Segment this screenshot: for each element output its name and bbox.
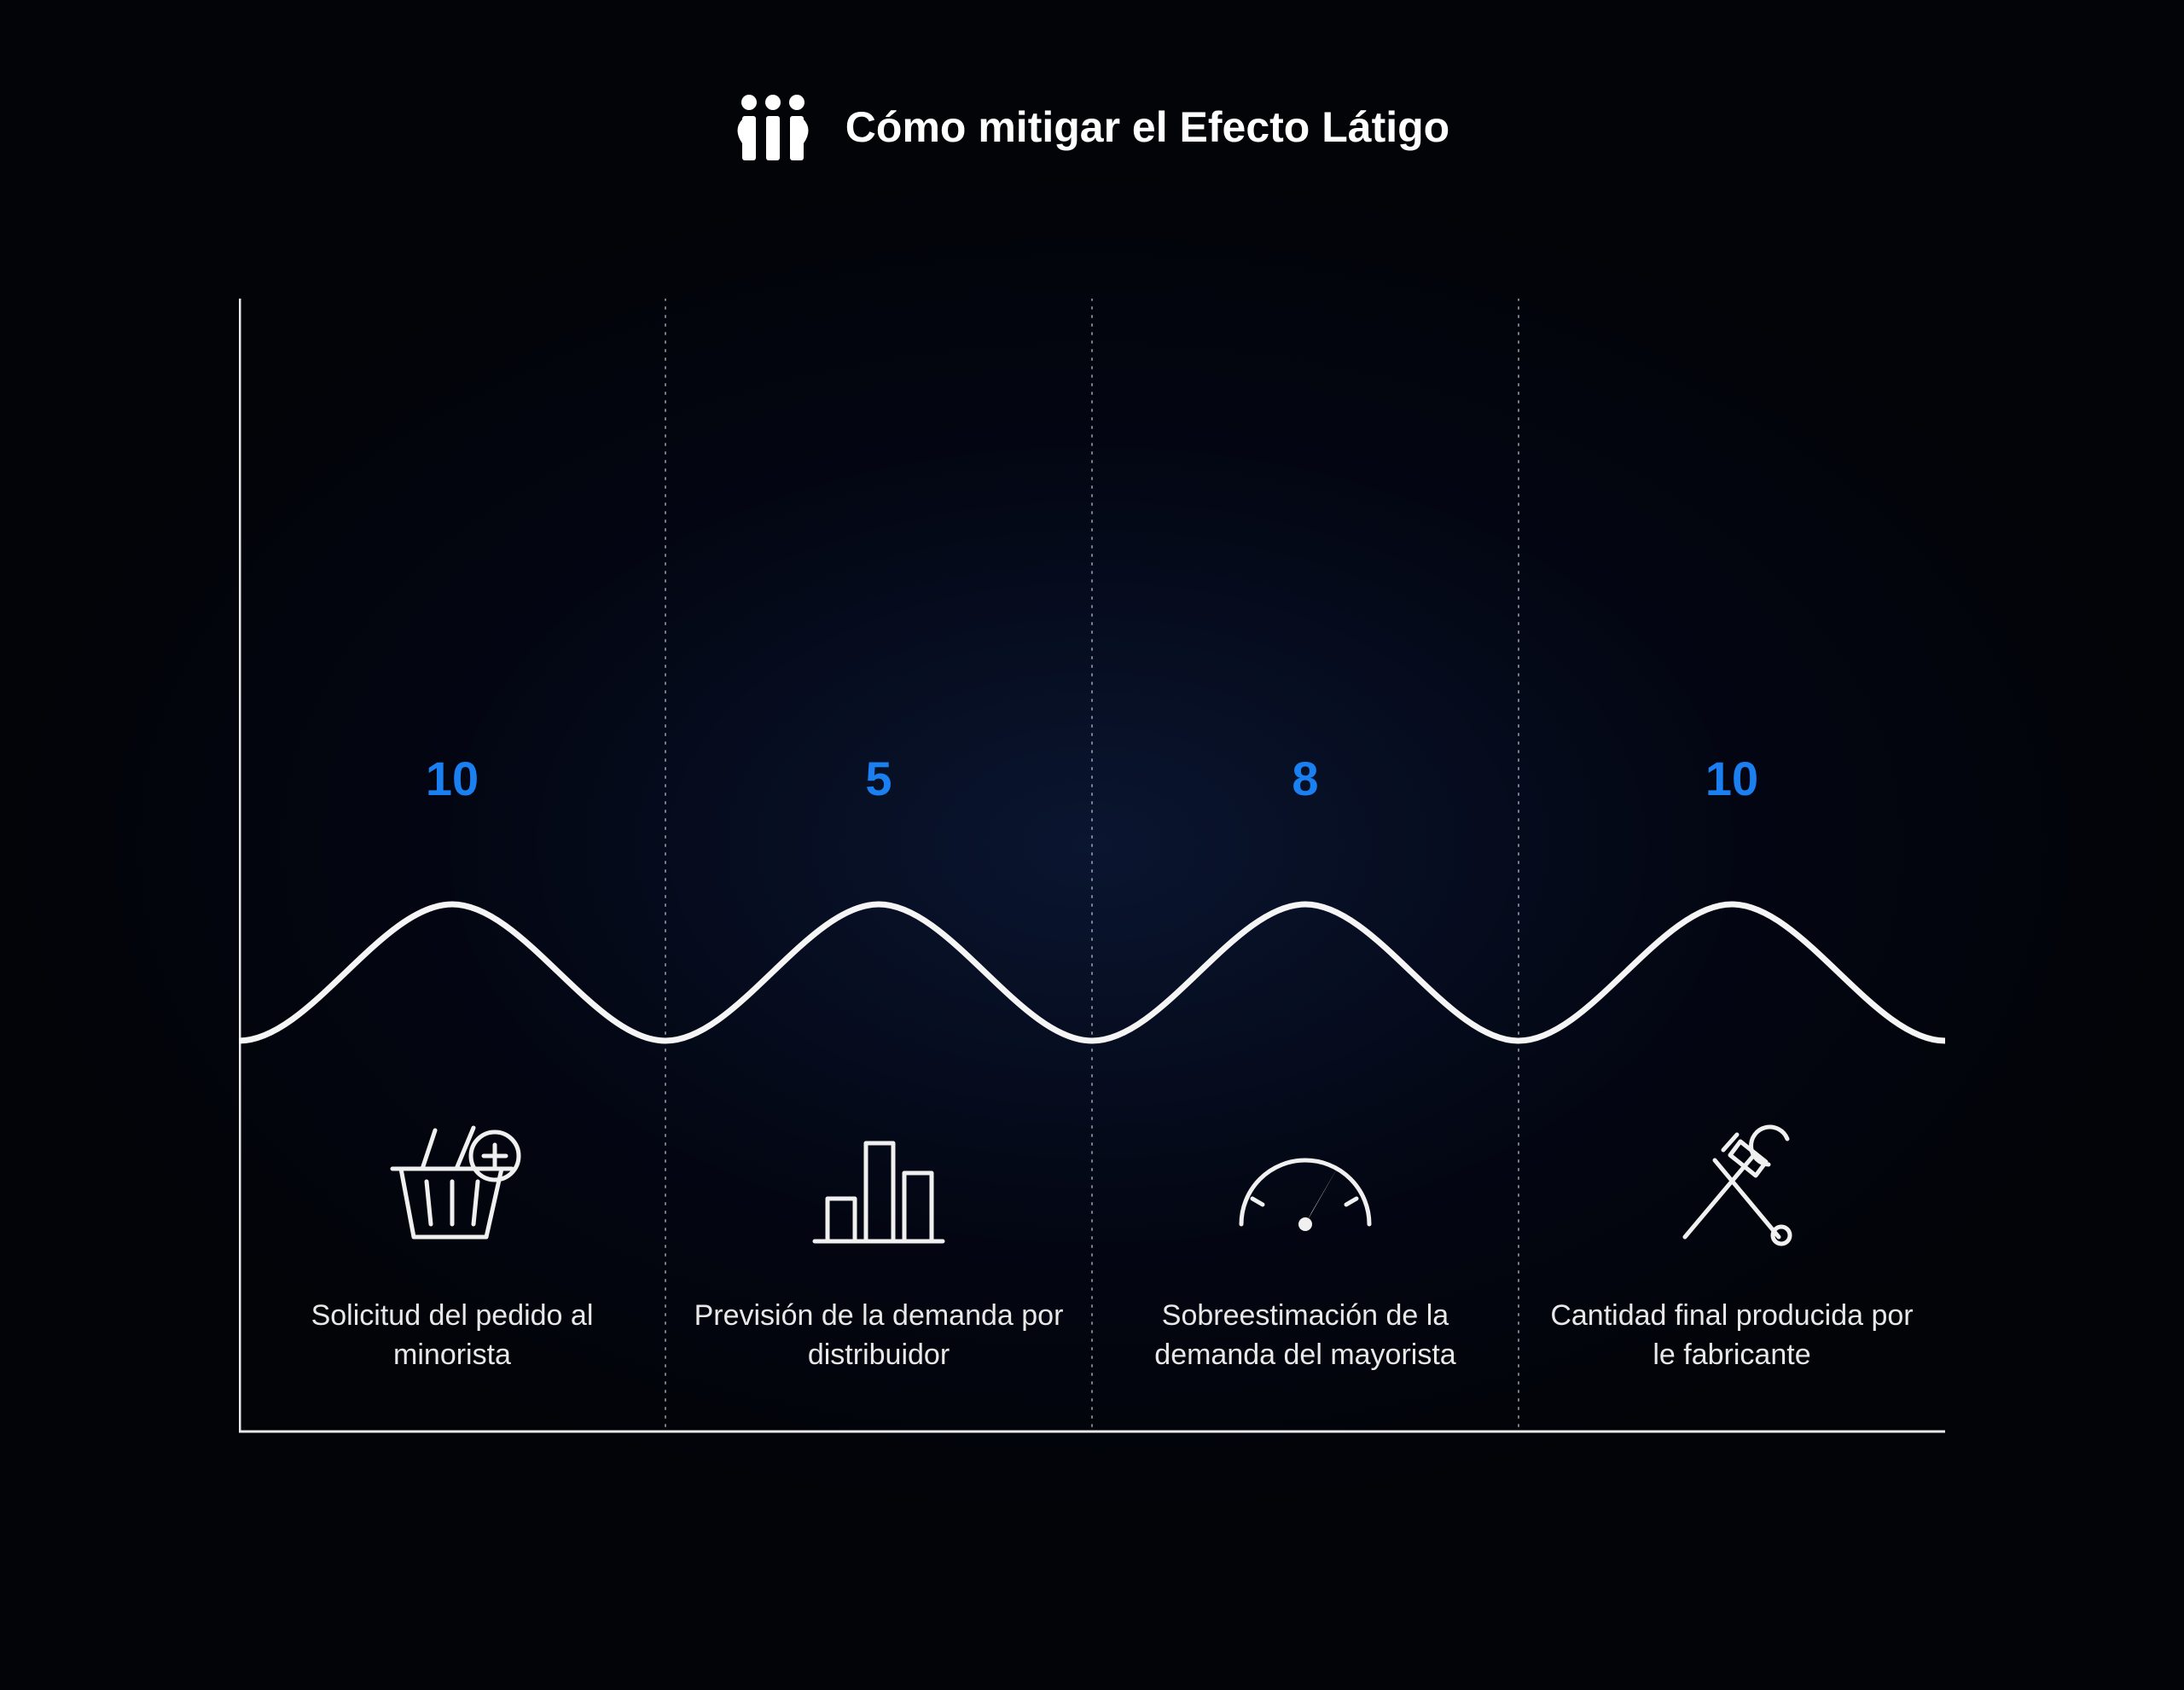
column-2: 5 Previsión de la demanda por distribuid… <box>665 299 1092 1433</box>
label-3: Sobreestimación de la demanda del mayori… <box>1092 1297 1519 1375</box>
value-4: 10 <box>1519 751 1945 806</box>
header: Cómo mitigar el Efecto Látigo <box>0 94 2184 160</box>
column-3: 8 Sobreestimación de la demanda del mayo… <box>1092 299 1519 1433</box>
value-2: 5 <box>665 751 1092 806</box>
basket-plus-icon <box>239 1118 665 1254</box>
value-3: 8 <box>1092 751 1519 806</box>
infographic-canvas: Cómo mitigar el Efecto Látigo 10 <box>0 0 2184 1690</box>
tools-icon <box>1519 1118 1945 1254</box>
label-1: Solicitud del pedido al minorista <box>239 1297 665 1375</box>
value-1: 10 <box>239 751 665 806</box>
gauge-icon <box>1092 1118 1519 1246</box>
label-2: Previsión de la demanda por distribuidor <box>665 1297 1092 1375</box>
logo-icon <box>735 94 811 160</box>
column-4: 10 Cantidad final producida por le fabri… <box>1519 299 1945 1433</box>
column-1: 10 Solicitud del pedido al minorista <box>239 299 665 1433</box>
label-4: Cantidad final producida por le fabrican… <box>1519 1297 1945 1375</box>
chart-area: 10 Solicitud del pedido al minorista <box>239 299 1945 1433</box>
page-title: Cómo mitigar el Efecto Látigo <box>845 102 1449 152</box>
bar-chart-icon <box>665 1118 1092 1254</box>
